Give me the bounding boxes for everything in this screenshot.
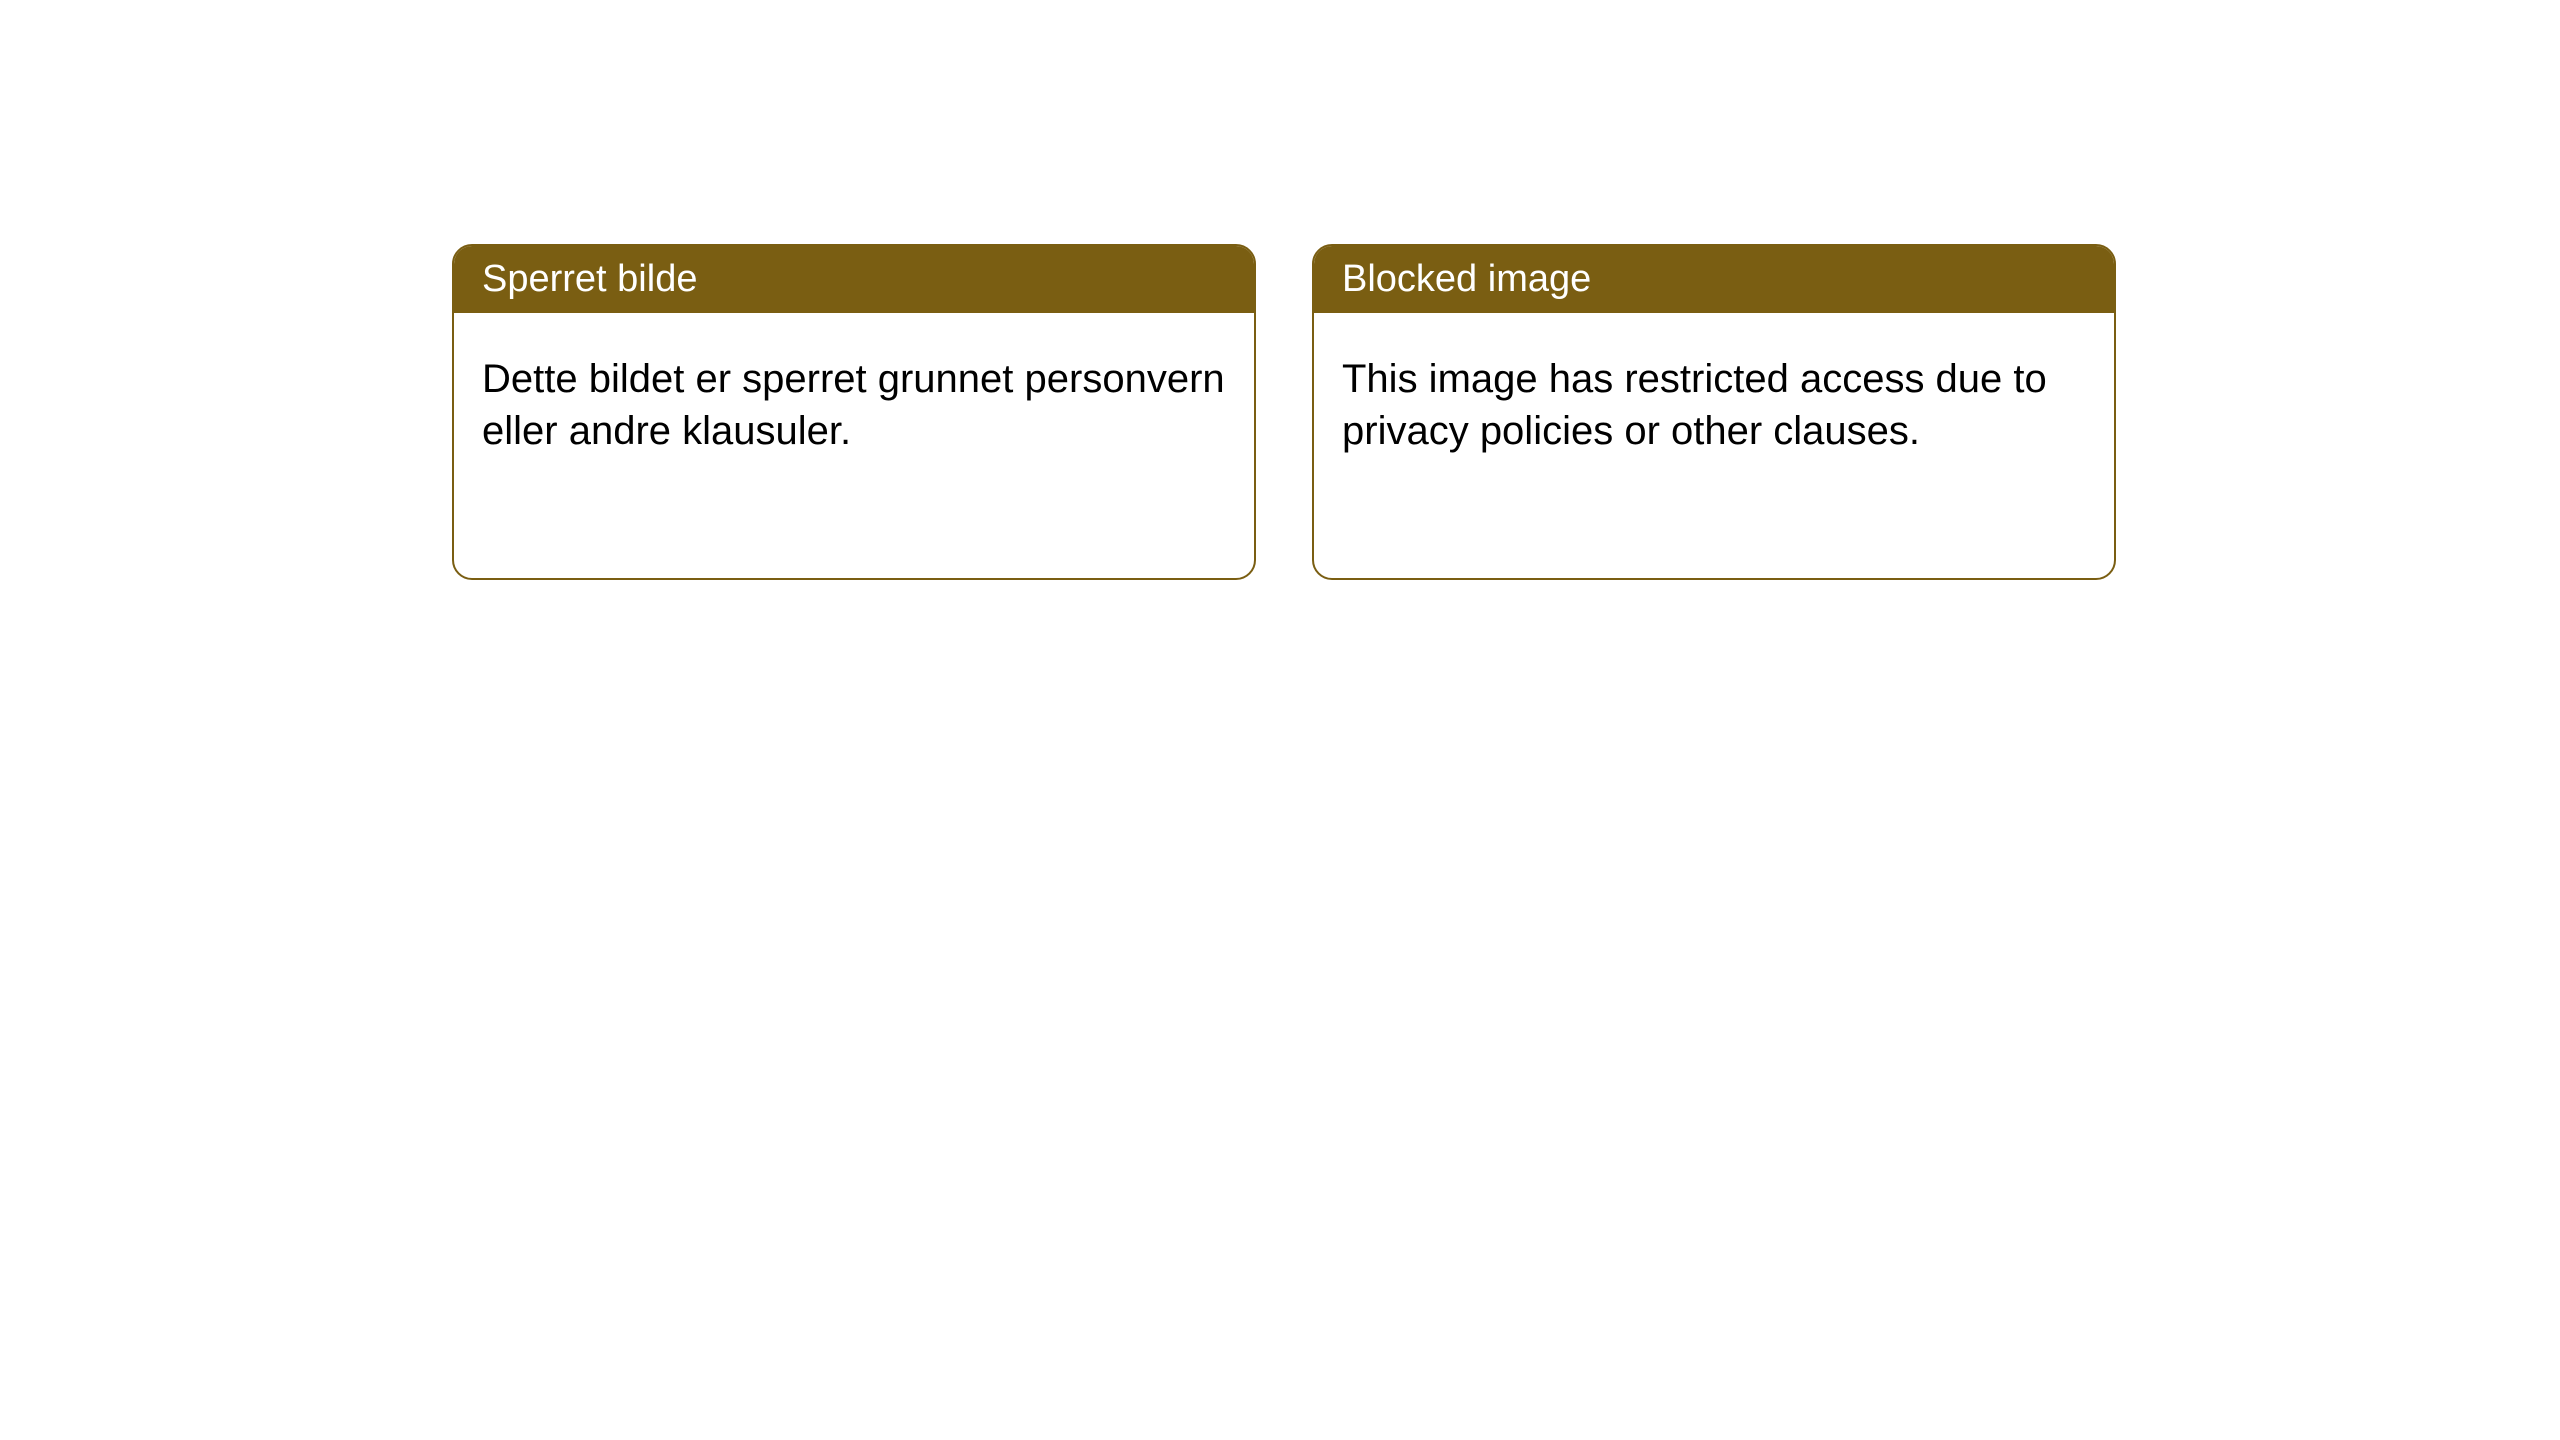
notice-card-norwegian: Sperret bilde Dette bildet er sperret gr… bbox=[452, 244, 1256, 580]
notice-card-body: This image has restricted access due to … bbox=[1314, 313, 2114, 497]
notice-card-title: Sperret bilde bbox=[454, 246, 1254, 313]
notice-container: Sperret bilde Dette bildet er sperret gr… bbox=[0, 0, 2560, 580]
notice-card-english: Blocked image This image has restricted … bbox=[1312, 244, 2116, 580]
notice-card-body: Dette bildet er sperret grunnet personve… bbox=[454, 313, 1254, 497]
notice-card-title: Blocked image bbox=[1314, 246, 2114, 313]
